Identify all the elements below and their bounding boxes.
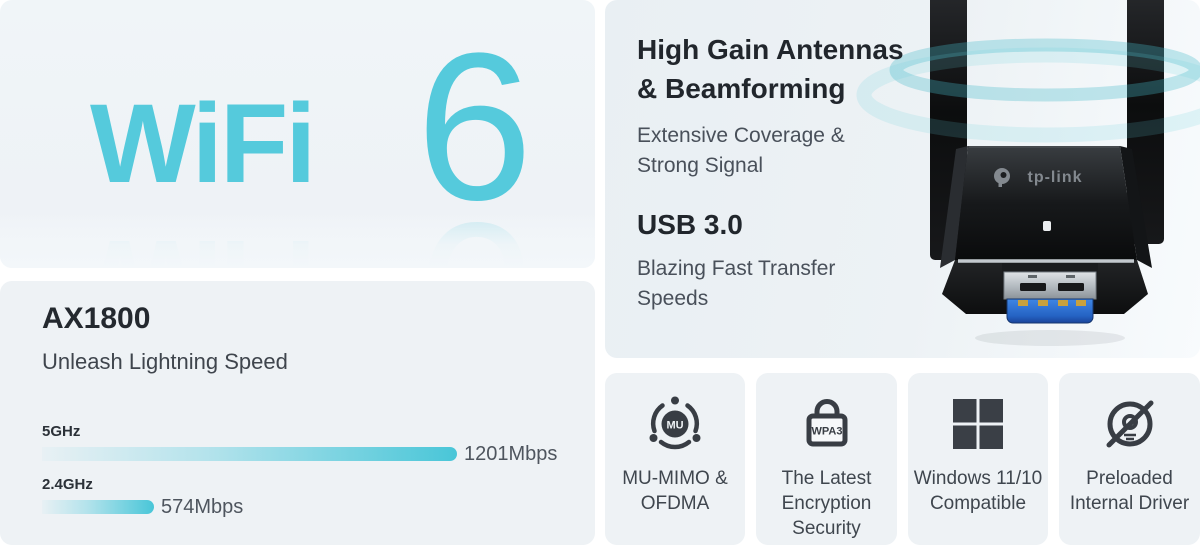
wifi-generation-number: 6 — [416, 9, 533, 244]
tile-mu-mimo: MU MU-MIMO & OFDMA — [605, 373, 745, 545]
tplink-logo: tp-link — [994, 168, 1083, 187]
svg-text:MU: MU — [666, 420, 683, 432]
ax1800-card: AX1800 Unleash Lightning Speed 5GHz 1201… — [0, 281, 595, 545]
mu-mimo-icon: MU — [646, 393, 704, 455]
speed-value-24ghz: 574Mbps — [161, 496, 244, 518]
feature-heading-usb: USB 3.0 — [637, 209, 743, 240]
speed-value-5ghz: 1201Mbps — [464, 443, 558, 465]
led-indicator — [1043, 221, 1051, 231]
features-card: tp-link — [605, 0, 1200, 358]
usb-connector — [1002, 263, 1098, 324]
svg-text:WPA3: WPA3 — [811, 426, 842, 438]
wifi-brand-text: WiFi — [90, 81, 316, 206]
band-label-5ghz: 5GHz — [42, 423, 81, 440]
band-label-24ghz: 2.4GHz — [42, 476, 93, 493]
adapter-body: tp-link — [940, 146, 1152, 268]
tile-windows: Windows 11/10 Compatible — [908, 373, 1048, 545]
feature-sub-speed: Blazing Fast Transfer Speeds — [637, 257, 836, 310]
svg-text:tp-link: tp-link — [1028, 169, 1083, 186]
device-shadow — [975, 330, 1125, 346]
wpa3-lock-icon: WPA3 — [798, 393, 856, 455]
speed-bar-5ghz — [42, 447, 457, 461]
usb-adapter-product-image: tp-link — [856, 0, 1200, 358]
tile-driver: Preloaded Internal Driver — [1059, 373, 1200, 545]
ax1800-subtitle: Unleash Lightning Speed — [42, 349, 288, 374]
feature-sub-coverage: Extensive Coverage & Strong Signal — [637, 124, 845, 177]
reflection-fade-overlay — [0, 216, 595, 268]
tile-label-driver: Preloaded Internal Driver — [1069, 468, 1190, 514]
speed-bar-chart: 5GHz 1201Mbps 2.4GHz 574Mbps — [42, 421, 595, 518]
speed-bar-24ghz — [42, 500, 154, 514]
speed-row-5ghz: 5GHz 1201Mbps — [42, 421, 595, 465]
tile-label-mu-mimo: MU-MIMO & OFDMA — [622, 468, 728, 514]
beamforming-wave-icon — [856, 38, 1200, 143]
tile-label-windows: Windows 11/10 Compatible — [913, 468, 1043, 514]
no-cd-driver-icon — [1101, 393, 1159, 455]
tile-label-encryption: The Latest Encryption Security — [781, 468, 872, 539]
ax1800-title: AX1800 — [42, 302, 151, 335]
windows-logo-icon — [952, 393, 1004, 455]
speed-row-24ghz: 2.4GHz 574Mbps — [42, 474, 595, 518]
tile-encryption: WPA3 The Latest Encryption Security — [756, 373, 897, 545]
wifi6-hero-card: WiFi 6 WiFi 6 — [0, 0, 595, 268]
wifi6-wordmark: WiFi 6 — [86, 0, 566, 232]
feature-heading-antennas: High Gain Antennas & Beamforming — [637, 34, 904, 104]
